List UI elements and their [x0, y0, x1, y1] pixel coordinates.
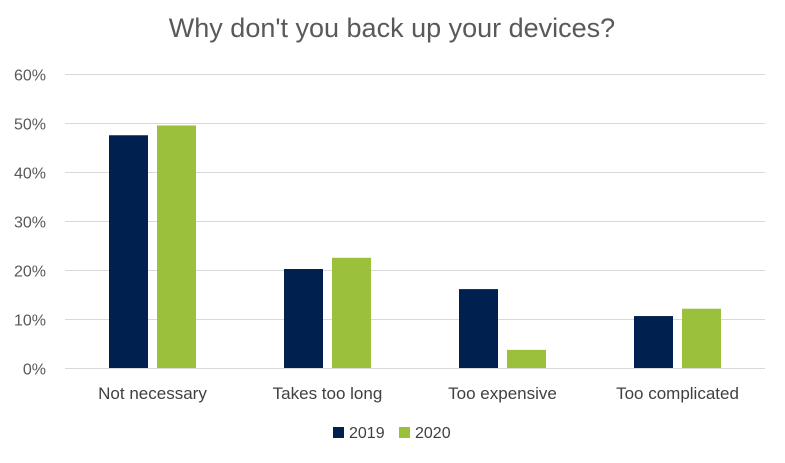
y-tick-label: 30% [14, 215, 46, 232]
chart-title: Why don't you back up your devices? [169, 13, 615, 43]
bar-2019-too-complicated [634, 316, 673, 368]
bar-2019-not-necessary [109, 135, 148, 368]
legend-swatch [333, 427, 344, 438]
y-axis-ticks: 0% 10% 20% 30% 40% 50% 60% [14, 68, 46, 379]
legend-item-2019: 2019 [333, 425, 385, 442]
bar-2020-not-necessary [157, 125, 196, 368]
legend-label: 2020 [415, 425, 451, 442]
x-category-label: Not necessary [98, 384, 207, 403]
legend: 2019 2020 [333, 425, 451, 442]
bar-2020-takes-too-long [332, 257, 371, 368]
bar-2020-too-complicated [682, 308, 721, 368]
x-axis-categories: Not necessary Takes too long Too expensive… [98, 384, 739, 403]
legend-item-2020: 2020 [399, 425, 451, 442]
y-tick-label: 10% [14, 313, 46, 330]
y-tick-label: 0% [23, 362, 46, 379]
bar-2019-too-expensive [459, 289, 498, 368]
bar-2019-takes-too-long [284, 269, 323, 368]
bar-2020-too-expensive [507, 349, 546, 368]
y-tick-label: 40% [14, 166, 46, 183]
legend-label: 2019 [349, 425, 385, 442]
legend-swatch [399, 427, 410, 438]
x-category-label: Takes too long [273, 384, 383, 403]
x-category-label: Too expensive [448, 384, 557, 403]
x-category-label: Too complicated [616, 384, 739, 403]
bars [109, 125, 721, 368]
y-tick-label: 60% [14, 68, 46, 85]
y-tick-label: 20% [14, 264, 46, 281]
y-tick-label: 50% [14, 117, 46, 134]
